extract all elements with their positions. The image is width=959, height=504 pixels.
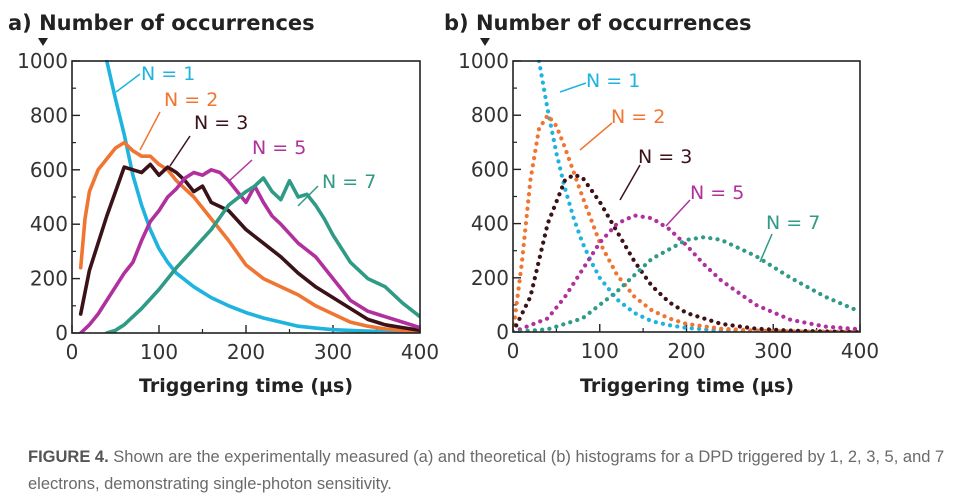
y-tick-label: 1000 [17,49,68,73]
panel-b-yaxis-marker [480,38,490,46]
x-tick-label: 400 [401,340,439,364]
panel-b-chart: b) Number of occurrences 0 200 400 600 800 10… [444,11,879,397]
panel-a-series: N = 1 N = 2N = 3N = 5 N = 7 [81,61,420,333]
series-n2-label: N = 2 [164,89,218,111]
y-tick-label: 200 [471,266,509,290]
series-n1-label: N = 1 [141,63,195,85]
panel-b-series: N = 1 N = 2 N = 3 N = 5 N = 7 [513,61,860,332]
x-tick-label: 300 [314,340,352,364]
x-tick-label: 0 [66,340,79,364]
x-tick-label: 200 [227,340,265,364]
panel-b-frame [513,61,860,332]
series-label-leader [170,136,190,166]
x-tick-label: 400 [841,339,879,363]
caption-label: FIGURE 4. [28,448,109,466]
y-tick-label: 600 [30,158,68,182]
panel-a-chart: a) Number of occurrences 0 200 400 600 800 10… [8,11,439,397]
series-label-leader [620,165,640,200]
panel-a-xlabel: Triggering time (µs) [139,375,353,397]
series-n3-line [513,175,860,332]
series-n1-line [107,61,420,333]
x-tick-label: 0 [507,339,520,363]
series-n7-label: N = 7 [766,212,820,234]
panel-b-xlabel: Triggering time (µs) [580,375,794,397]
caption-text: Shown are the experimentally measured (a… [28,448,944,493]
x-tick-label: 200 [667,339,705,363]
series-n7-label: N = 7 [322,171,376,193]
series-label-leader [760,234,772,262]
series-label-leader [116,74,140,92]
x-tick-label: 100 [581,339,619,363]
series-label-leader [666,200,690,226]
series-n5-label: N = 5 [690,182,744,204]
series-label-leader [560,83,586,92]
y-tick-label: 600 [471,157,509,181]
y-tick-label: 1000 [458,49,509,73]
panel-a-frame [72,61,420,333]
series-label-leader [580,123,612,150]
series-n3-label: N = 3 [638,146,692,168]
series-n1-label: N = 1 [586,70,640,92]
series-n7-line [513,237,860,332]
series-n2-label: N = 2 [611,106,665,128]
y-tick-label: 800 [30,103,68,127]
y-tick-label: 800 [471,103,509,127]
panel-a-title: a) Number of occurrences [8,11,315,35]
y-tick-label: 400 [471,212,509,236]
panel-b-title: b) Number of occurrences [444,11,752,35]
y-tick-label: 400 [30,212,68,236]
series-n3-label: N = 3 [194,112,248,134]
x-tick-label: 300 [754,339,792,363]
series-label-leader [140,112,160,150]
y-tick-label: 200 [30,267,68,291]
figure: a) Number of occurrences 0 200 400 600 800 10… [0,0,959,440]
figure-caption: FIGURE 4. Shown are the experimentally m… [28,444,953,498]
series-n5-label: N = 5 [252,137,306,159]
x-tick-label: 100 [140,340,178,364]
series-n5-line [81,170,420,333]
panel-a-yaxis-marker [38,38,48,46]
series-label-leader [228,160,252,182]
